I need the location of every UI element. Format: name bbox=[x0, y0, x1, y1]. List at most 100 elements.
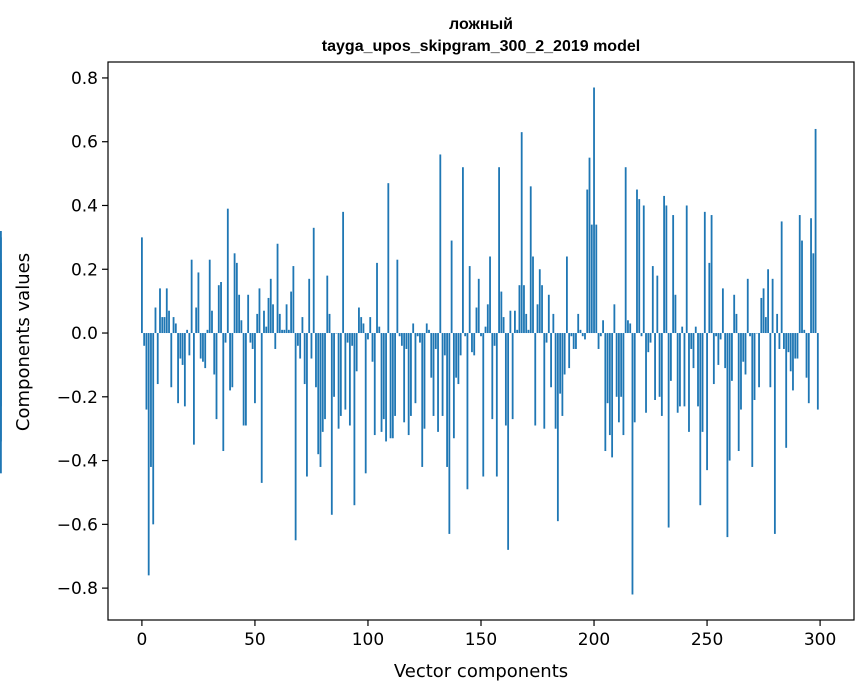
bar-205 bbox=[604, 333, 607, 452]
bar-37 bbox=[224, 333, 227, 343]
bar-43 bbox=[238, 294, 241, 334]
bar-115 bbox=[400, 333, 403, 346]
bar-262 bbox=[733, 294, 736, 334]
bar-87 bbox=[337, 333, 340, 429]
bar-165 bbox=[514, 310, 516, 334]
bar-186 bbox=[561, 333, 564, 416]
bar-118 bbox=[407, 333, 410, 436]
bar-122 bbox=[416, 333, 419, 337]
bar-3 bbox=[147, 333, 150, 576]
bar-13 bbox=[170, 333, 173, 388]
bar-248 bbox=[701, 333, 704, 432]
bar-15 bbox=[174, 323, 177, 334]
bar-72 bbox=[303, 333, 306, 385]
bar-176 bbox=[538, 269, 541, 334]
bar-146 bbox=[471, 333, 473, 353]
bar-190 bbox=[570, 333, 573, 337]
bar-218 bbox=[633, 333, 636, 423]
bar-261 bbox=[731, 333, 733, 381]
bar-164 bbox=[511, 333, 514, 420]
bar-6 bbox=[154, 307, 157, 334]
bar-59 bbox=[274, 333, 277, 349]
bar-130 bbox=[434, 333, 437, 349]
bar-33 bbox=[215, 333, 218, 420]
bar-217 bbox=[631, 333, 634, 595]
x-tick-label: 50 bbox=[244, 630, 266, 650]
bar-299 bbox=[816, 333, 819, 410]
bar-93 bbox=[351, 333, 354, 346]
bar-45 bbox=[242, 333, 245, 426]
y-axis-ticks: −0.8 −0.6 −0.4 −0.2 0.0 0.2 0.4 0.6 0.8 bbox=[57, 69, 108, 599]
bar-298 bbox=[814, 128, 817, 334]
bar-10 bbox=[163, 317, 166, 334]
bar-207 bbox=[608, 333, 611, 436]
bar-294 bbox=[805, 333, 808, 378]
bar-297 bbox=[812, 253, 815, 334]
bar-215 bbox=[627, 320, 629, 334]
bar-295 bbox=[807, 333, 810, 404]
bar-256 bbox=[719, 333, 722, 340]
bar-102 bbox=[371, 333, 374, 362]
bar-25 bbox=[197, 272, 200, 334]
bar-89 bbox=[342, 211, 345, 334]
bar-192 bbox=[575, 333, 577, 349]
bar-166 bbox=[516, 329, 519, 334]
bar-184 bbox=[556, 333, 559, 522]
bar-157 bbox=[495, 333, 498, 477]
bar-66 bbox=[290, 291, 293, 334]
bar-201 bbox=[595, 224, 598, 334]
bar-22 bbox=[190, 259, 193, 334]
bar-222 bbox=[642, 205, 645, 334]
bar-31 bbox=[211, 310, 213, 334]
bar-231 bbox=[663, 195, 666, 334]
bar-73 bbox=[306, 333, 308, 477]
bar-11 bbox=[165, 288, 168, 334]
bar-103 bbox=[373, 333, 376, 436]
bar-173 bbox=[532, 256, 534, 334]
bar-219 bbox=[636, 189, 638, 334]
bar-90 bbox=[344, 333, 347, 410]
bar-288 bbox=[792, 333, 794, 391]
x-tick-label: 0 bbox=[136, 630, 147, 650]
bar-125 bbox=[423, 333, 426, 429]
bar-278 bbox=[769, 333, 772, 388]
bar-276 bbox=[764, 317, 767, 334]
bar-172 bbox=[529, 186, 532, 334]
bar-259 bbox=[726, 333, 729, 538]
bar-179 bbox=[545, 333, 548, 343]
bar-9 bbox=[161, 317, 164, 334]
bar-99 bbox=[364, 333, 367, 474]
bar-129 bbox=[432, 333, 435, 416]
bar-12 bbox=[168, 310, 170, 334]
bar-64 bbox=[285, 304, 288, 334]
bar-296 bbox=[810, 218, 812, 334]
bar-264 bbox=[737, 333, 740, 452]
bar-5 bbox=[152, 333, 155, 525]
bar-199 bbox=[590, 224, 593, 334]
bar-290 bbox=[796, 333, 799, 359]
bar-193 bbox=[577, 313, 580, 334]
bar-180 bbox=[547, 294, 550, 334]
y-tick-label: 0.6 bbox=[71, 133, 98, 153]
bar-255 bbox=[717, 333, 720, 365]
bar-158 bbox=[498, 167, 500, 334]
bar-7 bbox=[156, 333, 159, 385]
bar-243 bbox=[690, 333, 693, 349]
bar-35 bbox=[220, 282, 222, 334]
bar-227 bbox=[654, 333, 656, 400]
x-tick-label: 200 bbox=[578, 630, 610, 650]
bar-106 bbox=[380, 333, 383, 432]
bar-161 bbox=[504, 333, 507, 426]
bar-177 bbox=[541, 285, 543, 334]
bar-237 bbox=[676, 333, 679, 413]
bar-289 bbox=[794, 333, 797, 359]
x-axis-ticks: 0 50 100 150 200 250 300 bbox=[136, 620, 836, 650]
bar-209 bbox=[613, 304, 616, 334]
bar-228 bbox=[656, 275, 659, 334]
bar-274 bbox=[760, 297, 763, 334]
bar-60 bbox=[276, 243, 279, 334]
bar-81 bbox=[324, 333, 326, 420]
bar-185 bbox=[559, 333, 562, 394]
bar-140 bbox=[457, 333, 460, 385]
y-tick-label: −0.6 bbox=[57, 515, 98, 535]
